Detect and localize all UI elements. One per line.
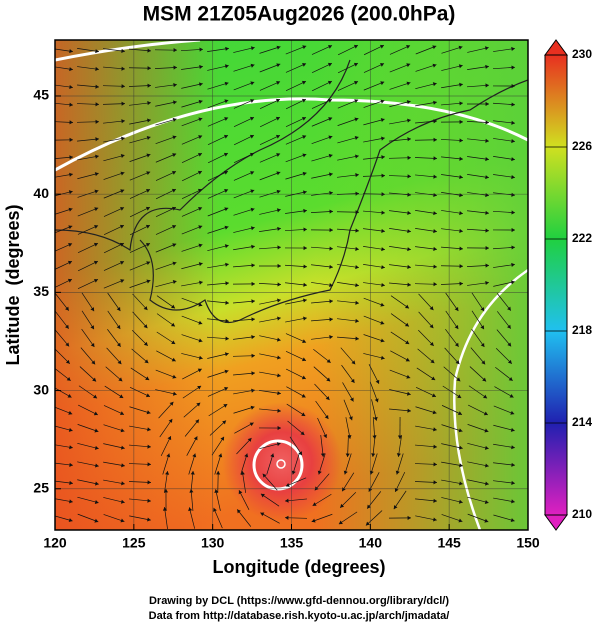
y-tick-label: 30 <box>33 381 49 397</box>
typhoon-core <box>222 402 342 522</box>
x-axis-label: Longitude (degrees) <box>212 557 385 577</box>
x-tick-label: 120 <box>43 535 67 551</box>
x-tick-label: 150 <box>516 535 540 551</box>
colorbar-tick-label: 222 <box>572 231 592 245</box>
title: MSM 21Z05Aug2026 (200.0hPa) <box>143 3 456 26</box>
colorbar-tick-label: 214 <box>572 415 592 429</box>
y-tick-label: 45 <box>33 87 49 103</box>
x-tick-label: 140 <box>359 535 383 551</box>
x-tick-label: 135 <box>280 535 304 551</box>
colorbar-tick-label: 218 <box>572 323 592 337</box>
colorbar-tick-label: 230 <box>572 47 592 61</box>
colorbar-gradient <box>545 55 567 515</box>
y-tick-label: 35 <box>33 283 49 299</box>
x-tick-label: 130 <box>201 535 225 551</box>
map-field <box>51 40 528 530</box>
x-tick-label: 145 <box>437 535 461 551</box>
y-axis-label: Latitude (degrees) <box>3 204 23 365</box>
x-tick-label: 125 <box>122 535 146 551</box>
footer-line: Data from http://database.rish.kyoto-u.a… <box>149 610 450 622</box>
y-tick-label: 25 <box>33 479 49 495</box>
colorbar-extend-bottom <box>545 515 567 530</box>
footer-line: Drawing by DCL (https://www.gfd-dennou.o… <box>149 595 449 607</box>
colorbar-tick-label: 226 <box>572 139 592 153</box>
y-tick-label: 40 <box>33 185 49 201</box>
colorbar: 210 214 218 222 226 230 <box>545 40 592 530</box>
colorbar-extend-top <box>545 40 567 55</box>
colorbar-tick-label: 210 <box>572 507 592 521</box>
